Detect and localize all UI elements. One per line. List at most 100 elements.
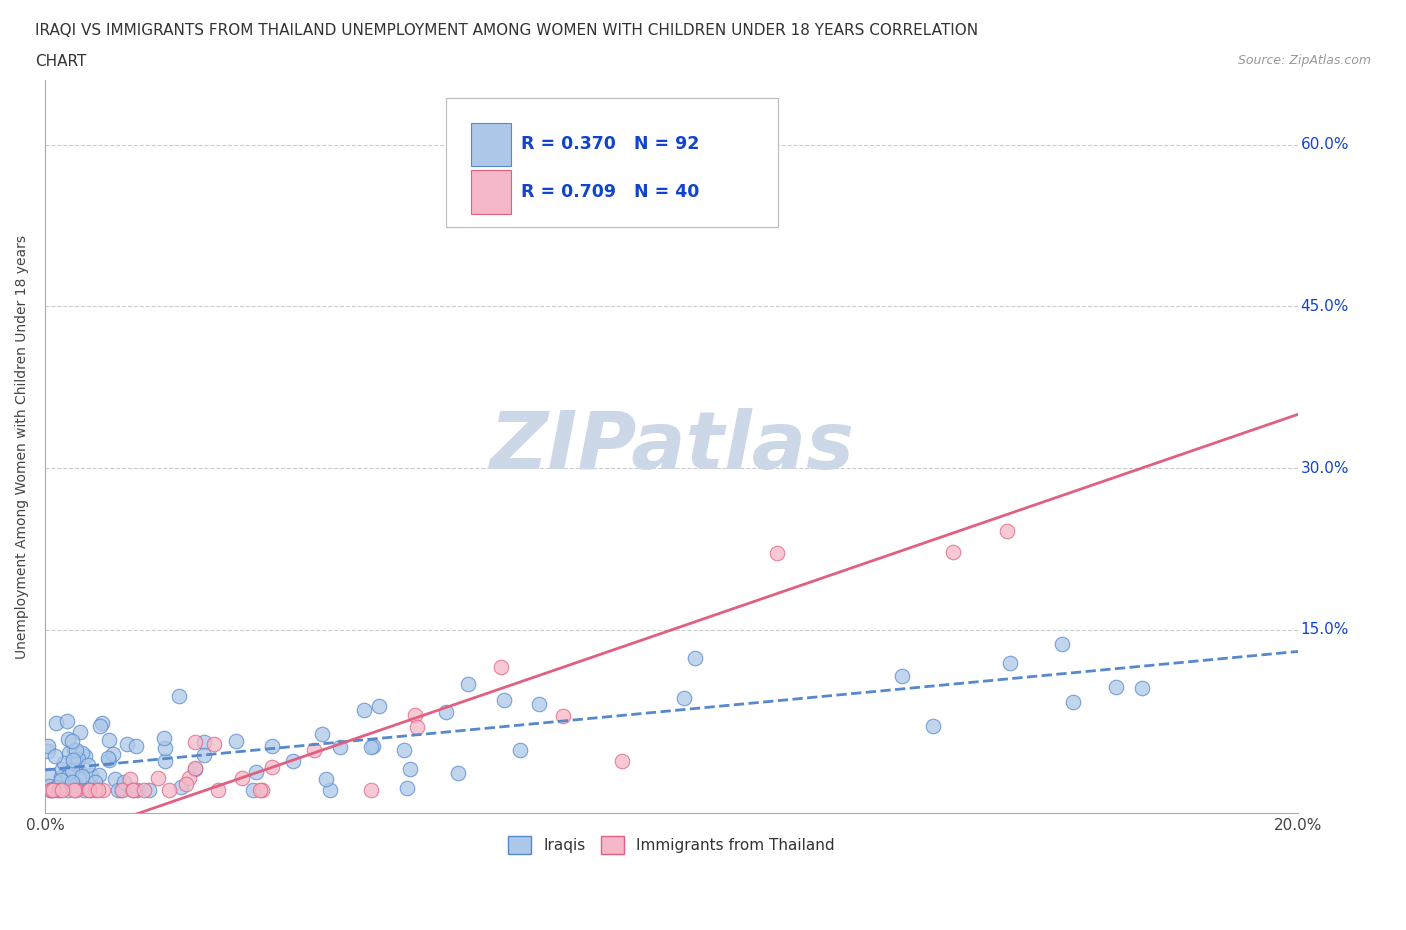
Point: [76, 758, 98, 773]
Point: [225, 733, 247, 748]
Point: [83, 783, 105, 798]
Point: [73, 749, 96, 764]
Point: [97, 753, 120, 768]
Point: [56, 783, 79, 798]
Point: [392, 742, 415, 757]
Point: [91, 716, 114, 731]
Point: [329, 740, 352, 755]
Point: [360, 783, 382, 798]
Point: [84, 775, 107, 790]
Point: [37, 738, 59, 753]
Point: [177, 770, 200, 785]
Point: [63, 762, 86, 777]
Point: [167, 689, 190, 704]
Point: [148, 771, 170, 786]
Point: [65, 755, 87, 770]
Point: [56, 713, 79, 728]
Point: [58, 768, 80, 783]
Point: [66, 751, 89, 766]
Point: [98, 732, 121, 747]
Point: [998, 656, 1021, 671]
Point: [77, 783, 100, 798]
Point: [56, 732, 79, 747]
Y-axis label: Unemployment Among Women with Children Under 18 years: Unemployment Among Women with Children U…: [15, 234, 30, 658]
Point: [193, 747, 215, 762]
Point: [107, 783, 129, 798]
Point: [585, 192, 607, 206]
Text: CHART: CHART: [35, 54, 87, 69]
Point: [125, 783, 148, 798]
Point: [62, 752, 84, 767]
Point: [103, 771, 125, 786]
Point: [112, 775, 135, 790]
Point: [111, 783, 134, 798]
Point: [60, 762, 83, 777]
Point: [1062, 694, 1084, 709]
Point: [41, 783, 63, 798]
Point: [673, 691, 696, 706]
Point: [110, 783, 132, 798]
Point: [249, 783, 271, 798]
Point: [101, 747, 124, 762]
Point: [42, 783, 65, 798]
Point: [52, 756, 75, 771]
Point: [157, 783, 180, 798]
Point: [311, 726, 333, 741]
Point: [184, 761, 207, 776]
Point: [363, 738, 385, 753]
Point: [315, 772, 337, 787]
Point: [995, 524, 1018, 538]
Point: [125, 738, 148, 753]
Point: [79, 783, 101, 798]
Text: R = 0.709   N = 40: R = 0.709 N = 40: [522, 182, 700, 201]
Point: [91, 783, 114, 798]
Point: [38, 778, 60, 793]
Point: [48, 783, 70, 798]
Point: [70, 769, 93, 784]
Point: [51, 783, 73, 798]
Point: [97, 751, 120, 765]
Point: [527, 697, 550, 711]
Point: [260, 738, 283, 753]
Text: 60.0%: 60.0%: [1301, 138, 1350, 153]
Point: [122, 783, 145, 798]
Point: [65, 783, 87, 798]
Point: [489, 659, 512, 674]
Point: [404, 708, 426, 723]
Point: [51, 773, 73, 788]
Point: [58, 746, 80, 761]
Point: [62, 734, 84, 749]
Point: [447, 765, 470, 780]
Point: [155, 753, 177, 768]
Point: [395, 781, 418, 796]
Text: Source: ZipAtlas.com: Source: ZipAtlas.com: [1237, 54, 1371, 67]
Point: [184, 734, 207, 749]
Text: ZIPatlas: ZIPatlas: [489, 407, 853, 485]
Point: [46, 779, 69, 794]
Point: [46, 783, 69, 798]
Point: [70, 746, 93, 761]
Point: [302, 743, 325, 758]
Point: [405, 720, 427, 735]
Point: [399, 762, 422, 777]
Point: [250, 783, 273, 798]
FancyBboxPatch shape: [471, 170, 512, 214]
Point: [65, 742, 87, 757]
Text: IRAQI VS IMMIGRANTS FROM THAILAND UNEMPLOYMENT AMONG WOMEN WITH CHILDREN UNDER 1: IRAQI VS IMMIGRANTS FROM THAILAND UNEMPL…: [35, 23, 979, 38]
Point: [89, 719, 111, 734]
Text: 15.0%: 15.0%: [1301, 622, 1348, 637]
Text: 30.0%: 30.0%: [1301, 460, 1350, 475]
Point: [60, 774, 83, 789]
Point: [353, 703, 375, 718]
Point: [551, 708, 574, 723]
Point: [120, 771, 142, 786]
Point: [1130, 681, 1153, 696]
Point: [87, 783, 110, 798]
Point: [360, 739, 382, 754]
Point: [367, 698, 389, 713]
Point: [1105, 680, 1128, 695]
Point: [153, 740, 176, 755]
Point: [193, 734, 215, 749]
Point: [492, 693, 515, 708]
Point: [63, 783, 86, 798]
